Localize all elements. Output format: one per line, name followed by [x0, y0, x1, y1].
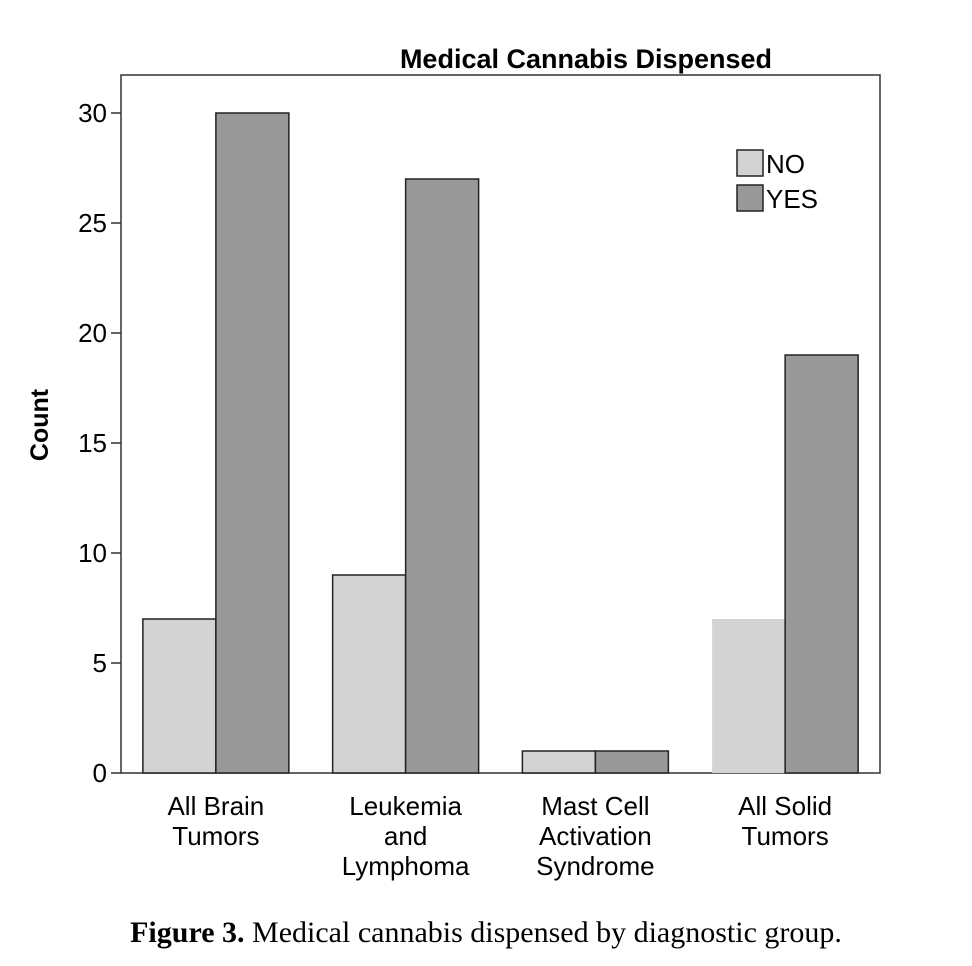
figure-caption: Figure 3. Medical cannabis dispensed by …	[0, 916, 972, 950]
bar-yes-1	[404, 178, 480, 774]
chart-title: Medical Cannabis Dispensed	[400, 44, 772, 74]
bars	[142, 112, 859, 774]
x-category-label: Mast Cell	[541, 791, 649, 821]
x-category-label: and	[384, 821, 427, 851]
legend-label-yes: YES	[766, 184, 818, 214]
x-category-label: Lymphoma	[342, 851, 470, 881]
bar-yes-0	[215, 112, 290, 774]
y-tick-label: 15	[78, 428, 107, 458]
bar-yes-3	[784, 354, 859, 774]
bar-no-2	[521, 750, 597, 774]
y-tick-label: 25	[78, 208, 107, 238]
x-category-label: Syndrome	[536, 851, 655, 881]
legend-swatch-no	[736, 149, 764, 177]
x-category-label: Activation	[539, 821, 652, 851]
x-category-label: Tumors	[172, 821, 259, 851]
x-category-label: Leukemia	[349, 791, 462, 821]
y-tick-label: 30	[78, 98, 107, 128]
y-tick-label: 0	[93, 758, 107, 788]
x-category-label: Tumors	[742, 821, 829, 851]
bar-no-3	[712, 619, 786, 773]
caption-label: Figure 3.	[130, 916, 245, 949]
bar-yes-2	[594, 750, 670, 774]
x-category-label: All Brain	[167, 791, 264, 821]
legend: NO YES	[736, 149, 818, 214]
bar-no-1	[331, 574, 407, 774]
y-tick-label: 5	[93, 648, 107, 678]
legend-swatch-yes	[736, 184, 764, 212]
y-axis-label: Count	[26, 388, 54, 461]
bar-chart: Medical Cannabis Dispensed Count 0 5 10 15 2…	[26, 44, 881, 881]
legend-label-no: NO	[766, 149, 805, 179]
plot-frame	[120, 74, 881, 774]
y-tick-label: 20	[78, 318, 107, 348]
bar-no-0	[142, 618, 217, 774]
caption-text: Medical cannabis dispensed by diagnostic…	[244, 916, 842, 949]
y-axis: 0 5 10 15 20 25 30	[78, 98, 121, 788]
y-tick-label: 10	[78, 538, 107, 568]
x-category-label: All Solid	[738, 791, 832, 821]
